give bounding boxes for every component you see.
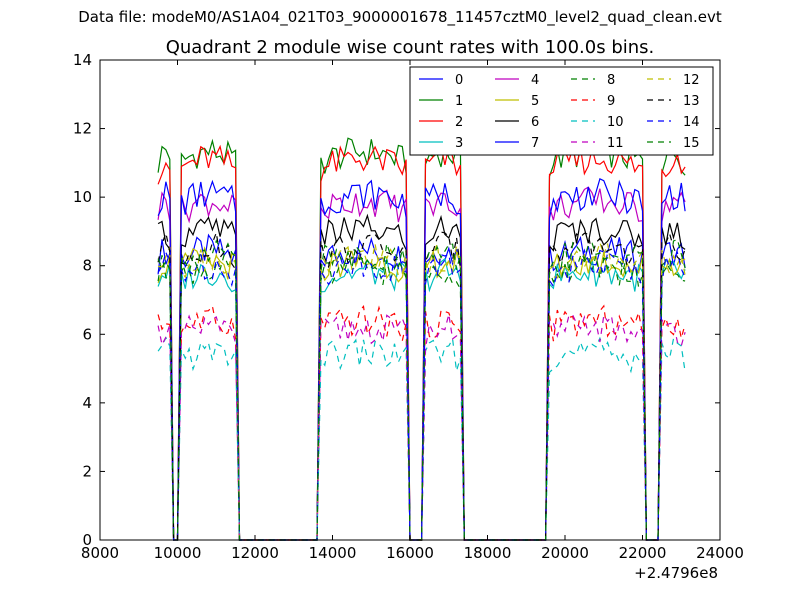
- chart-title: Quadrant 2 module wise count rates with …: [165, 37, 655, 58]
- legend-label-3: 3: [455, 136, 463, 151]
- y-tick-label: 14: [73, 51, 92, 69]
- legend-label-15: 15: [683, 136, 700, 151]
- series-line-14: [157, 248, 686, 541]
- series-lines: [157, 136, 686, 541]
- legend-label-11: 11: [607, 136, 624, 151]
- legend-label-2: 2: [455, 115, 463, 130]
- x-offset-label: +2.4796e8: [634, 564, 718, 582]
- x-tick-label: 20000: [541, 544, 589, 562]
- y-tick-label: 4: [82, 394, 92, 412]
- x-tick-label: 12000: [231, 544, 279, 562]
- x-tick-label: 22000: [619, 544, 667, 562]
- legend-label-9: 9: [607, 94, 615, 109]
- y-tick-label: 0: [82, 531, 92, 549]
- x-axis: 8000 10000 12000 14000 16000 18000 20000 22000 2…: [81, 60, 744, 562]
- y-tick-label: 12: [73, 120, 92, 138]
- legend-label-6: 6: [531, 115, 539, 130]
- x-tick-label: 24000: [696, 544, 744, 562]
- legend-frame: [409, 66, 714, 156]
- y-tick-label: 2: [82, 462, 92, 480]
- x-tick-label: 8000: [81, 544, 119, 562]
- legend-label-4: 4: [531, 73, 539, 88]
- legend-label-12: 12: [683, 73, 700, 88]
- y-tick-label: 8: [82, 257, 92, 275]
- figure-suptitle: Data file: modeM0/AS1A04_021T03_90000016…: [78, 8, 722, 26]
- y-tick-label: 10: [73, 188, 92, 206]
- legend-label-5: 5: [531, 94, 539, 109]
- x-tick-label: 14000: [309, 544, 357, 562]
- legend-label-1: 1: [455, 94, 463, 109]
- legend-label-10: 10: [607, 115, 624, 130]
- legend-label-14: 14: [683, 115, 700, 130]
- x-tick-label: 10000: [154, 544, 202, 562]
- y-tick-label: 6: [82, 325, 92, 343]
- x-tick-label: 18000: [464, 544, 512, 562]
- legend-label-0: 0: [455, 73, 463, 88]
- legend-label-7: 7: [531, 136, 539, 151]
- x-tick-label: 16000: [386, 544, 434, 562]
- legend-label-8: 8: [607, 73, 615, 88]
- legend-label-13: 13: [683, 94, 700, 109]
